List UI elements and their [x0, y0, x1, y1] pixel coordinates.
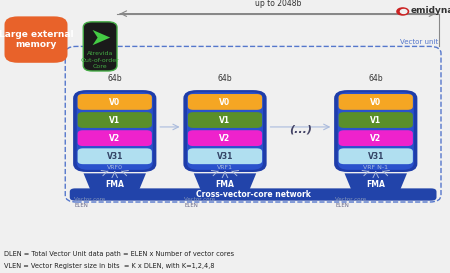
Text: emidynamic: emidynamic [410, 7, 450, 15]
FancyBboxPatch shape [187, 92, 263, 170]
Text: up to 2048b: up to 2048b [255, 0, 301, 8]
FancyBboxPatch shape [73, 90, 157, 172]
FancyBboxPatch shape [188, 148, 262, 164]
Text: FMA: FMA [366, 180, 385, 189]
FancyBboxPatch shape [188, 130, 262, 146]
Text: Vector core: Vector core [184, 197, 216, 202]
Polygon shape [345, 173, 407, 197]
FancyBboxPatch shape [77, 94, 152, 110]
Text: 64b: 64b [218, 74, 232, 83]
FancyBboxPatch shape [76, 92, 153, 170]
Text: V0: V0 [220, 97, 230, 106]
Text: Vector core: Vector core [74, 197, 105, 202]
Text: V1: V1 [370, 115, 381, 124]
Text: Vector unit: Vector unit [400, 39, 439, 45]
FancyBboxPatch shape [184, 90, 266, 172]
FancyBboxPatch shape [70, 188, 436, 201]
Text: V0: V0 [109, 97, 120, 106]
Text: V2: V2 [109, 134, 120, 143]
FancyBboxPatch shape [77, 130, 152, 146]
Text: FMA: FMA [216, 180, 234, 189]
Text: ELEN: ELEN [335, 203, 349, 207]
Text: FMA: FMA [105, 180, 124, 189]
Text: V2: V2 [220, 134, 230, 143]
Text: (...): (...) [289, 124, 312, 134]
Text: VRF N-1: VRF N-1 [363, 165, 388, 170]
Text: DLEN = Total Vector Unit data path = ELEN x Number of vector cores: DLEN = Total Vector Unit data path = ELE… [4, 251, 234, 257]
Text: 64b: 64b [369, 74, 383, 83]
Polygon shape [194, 173, 256, 197]
FancyBboxPatch shape [188, 94, 262, 110]
Circle shape [397, 8, 409, 15]
Text: V31: V31 [368, 152, 384, 161]
FancyBboxPatch shape [338, 148, 413, 164]
Text: V1: V1 [220, 115, 230, 124]
Text: VLEN = Vector Register size in bits  = K x DLEN, with K=1,2,4,8: VLEN = Vector Register size in bits = K … [4, 263, 215, 269]
FancyBboxPatch shape [77, 112, 152, 128]
Text: Cross-vector-core network: Cross-vector-core network [196, 190, 310, 199]
Text: Atrevida
Out-of-order
Core: Atrevida Out-of-order Core [81, 52, 120, 69]
FancyBboxPatch shape [334, 90, 418, 172]
Text: VRF0: VRF0 [107, 165, 123, 170]
FancyBboxPatch shape [188, 112, 262, 128]
Text: Vector core: Vector core [335, 197, 366, 202]
FancyBboxPatch shape [4, 16, 68, 63]
Text: V31: V31 [107, 152, 123, 161]
Circle shape [400, 10, 407, 13]
Text: V2: V2 [370, 134, 381, 143]
Text: VRF1: VRF1 [217, 165, 233, 170]
Text: V0: V0 [370, 97, 381, 106]
FancyBboxPatch shape [338, 130, 413, 146]
Text: V1: V1 [109, 115, 120, 124]
FancyBboxPatch shape [83, 22, 117, 71]
FancyBboxPatch shape [338, 92, 414, 170]
FancyBboxPatch shape [77, 148, 152, 164]
Polygon shape [84, 173, 146, 197]
Text: ELEN: ELEN [184, 203, 198, 207]
FancyBboxPatch shape [338, 112, 413, 128]
Text: ELEN: ELEN [74, 203, 88, 207]
Polygon shape [93, 30, 110, 45]
Text: 64b: 64b [108, 74, 122, 83]
Text: Large external
memory: Large external memory [0, 30, 73, 49]
Text: V31: V31 [217, 152, 233, 161]
FancyBboxPatch shape [338, 94, 413, 110]
